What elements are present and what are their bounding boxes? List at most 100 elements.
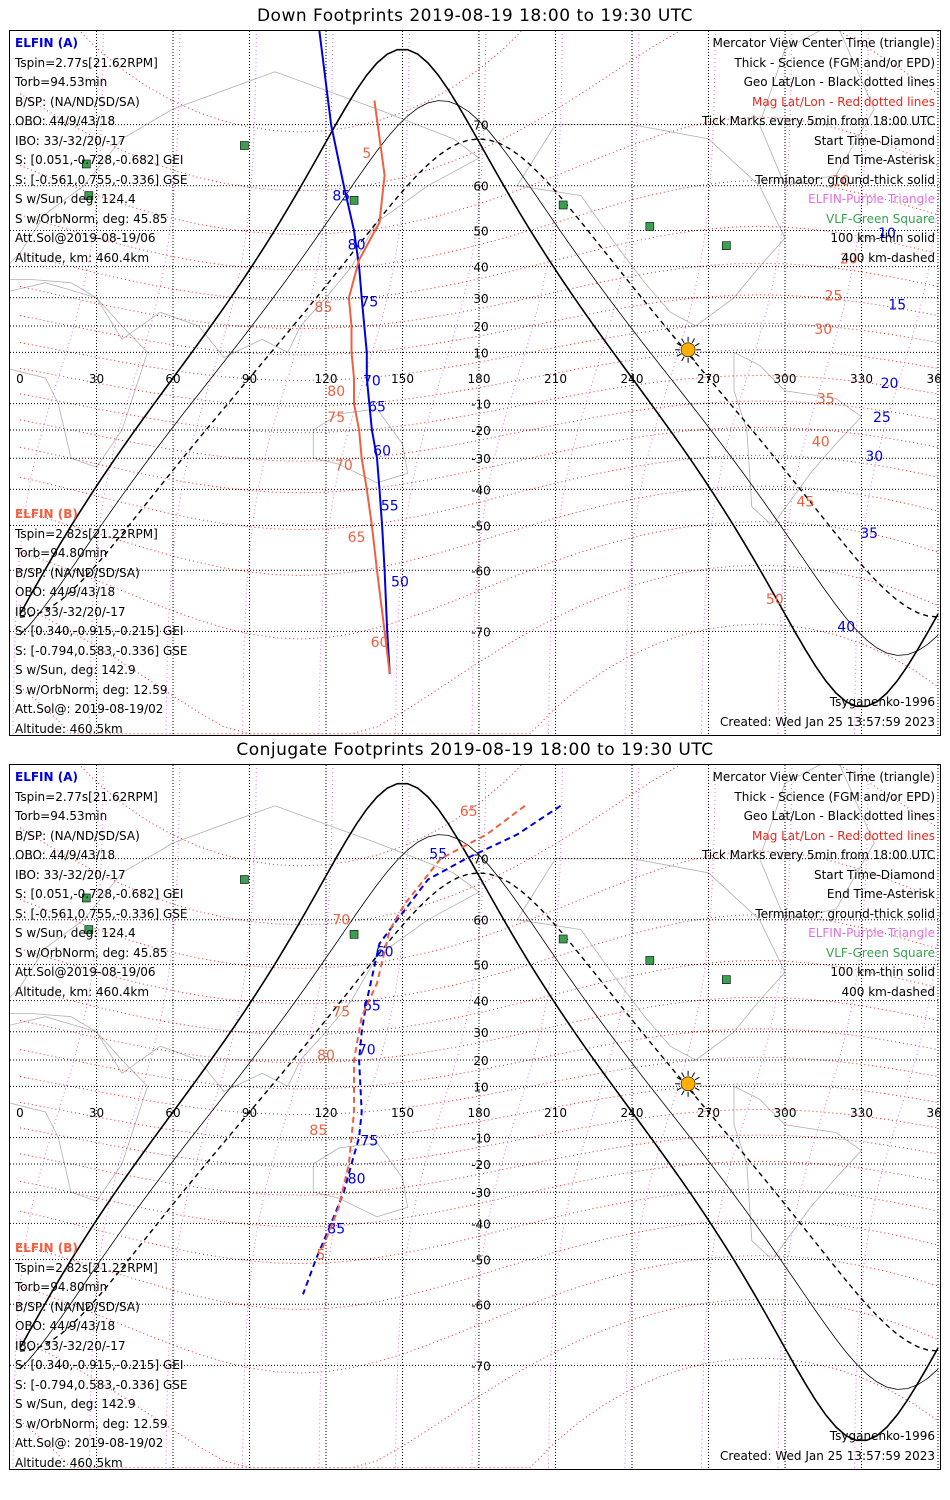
info-line: Altitude: 460.5km (15, 1455, 123, 1470)
lat-tick-label: -70 (471, 1359, 491, 1373)
mag-meridian-line (854, 905, 940, 1468)
legend-item: Tick Marks every 5min from 18:00 UTC (701, 848, 935, 862)
info-line: Tspin=2.82s[21.22RPM] (15, 526, 158, 541)
legend-item: VLF-Green Square (826, 945, 935, 960)
lat-tick-label: 20 (473, 1054, 488, 1068)
track-tick-label: 60 (373, 443, 391, 459)
sun-disc (680, 1076, 696, 1092)
mag-meridian-line (318, 765, 410, 1468)
track-tick-label: 50 (391, 574, 409, 590)
terminator-400km (19, 872, 939, 1352)
legend: Mercator View Center Time (triangle) Thi… (702, 34, 935, 268)
legend-item: Thick - Science (FGM and/or EPD) (734, 789, 935, 804)
terminator (19, 782, 939, 1442)
lon-tick-label: 0 (16, 372, 24, 386)
info-line: S: [-0.561,0.755,-0.336] GSE (15, 906, 188, 921)
vlf-station-square (240, 141, 249, 150)
info-line: Att.Sol@2019-08-19/06 (15, 965, 156, 979)
vlf-station-square (82, 159, 91, 169)
mag-lat-line (19, 349, 939, 407)
vlf-station-square (645, 222, 655, 231)
info-line: S w/Sun, deg: 124.4 (15, 192, 136, 206)
mag-meridian-line (548, 765, 640, 1468)
terminator-ground (19, 48, 939, 708)
sun-ray (694, 1076, 700, 1081)
lon-tick-label: 30 (89, 1106, 104, 1120)
mag-lat-line (19, 116, 939, 235)
legend: Mercator View Center Time (triangle) Thi… (702, 768, 935, 1002)
track-tick-label: 70 (335, 458, 353, 474)
coast-outline (10, 71, 480, 358)
terminator-100km (19, 100, 939, 656)
legend-item: VLF-Green Square (826, 211, 935, 226)
lat-tick-label: 10 (473, 1080, 488, 1094)
mag-meridian-line (12, 31, 104, 734)
mag-lat-grid (19, 765, 939, 1469)
vlf-station-square (82, 893, 91, 903)
elfin-b-heading: ELFIN (B) (15, 1241, 78, 1255)
track-tick-label: 80 (348, 1171, 366, 1187)
lat-tick-label: -70 (471, 625, 491, 639)
vlf-station-square (558, 934, 568, 944)
info-line: Tspin=2.77s[21.62RPM] (15, 55, 158, 70)
coast-outline (759, 31, 875, 187)
mag-meridian-line (318, 31, 410, 734)
lat-tick-label: 70 (473, 119, 488, 133)
info-line: S: [-0.561,0.755,-0.336] GSE (15, 172, 188, 187)
info-line: OBO: 44/9/43/18 (15, 114, 116, 128)
lon-tick-label: 180 (468, 372, 491, 386)
legend-item: 100 km-thin solid (830, 231, 935, 245)
vlf-station-square (349, 930, 359, 939)
info-line: Torb=94.53min (15, 75, 108, 89)
info-line: S w/OrbNorm, deg: 12.59 (15, 1416, 168, 1431)
info-line: Altitude: 460.5km (15, 721, 123, 736)
mag-lat-line (19, 1108, 939, 1168)
info-line: S: [-0.794,0.583,-0.336] GSE (15, 643, 188, 658)
info-line: S w/OrbNorm, deg: 45.85 (15, 211, 168, 226)
legend-item: Mercator View Center Time (triangle) (712, 770, 935, 784)
vlf-station-square (645, 956, 655, 965)
lat-tick-label: 30 (473, 1026, 488, 1040)
sun-ray (681, 1072, 685, 1078)
track-tick-label: 70 (332, 913, 350, 929)
geo-grid (10, 31, 940, 735)
sun-icon (675, 336, 702, 363)
info-line: Att.Sol@: 2019-08-19/02 (15, 702, 164, 716)
mag-meridian-line (777, 765, 869, 1468)
sun-ray (694, 342, 700, 347)
lon-tick-label: 300 (774, 1106, 797, 1120)
down-footprints-map: 0306090120150180210240270300330360706050… (9, 30, 941, 736)
lon-tick-label: 330 (850, 1106, 873, 1120)
map-canvas: 0306090120150180210240270300330360706050… (10, 31, 940, 735)
info-line: Att.Sol@: 2019-08-19/02 (15, 1436, 164, 1450)
coast-outline (10, 805, 480, 1092)
legend-item: Tick Marks every 5min from 18:00 UTC (701, 114, 935, 128)
legend-item: Terminator: ground-thick solid (755, 906, 935, 921)
mag-lat-line (19, 262, 939, 330)
legend-item: End Time-Asterisk (826, 153, 935, 167)
lon-tick-label: 150 (391, 1106, 414, 1120)
mag-lat-line (78, 765, 523, 867)
lat-tick-label: -10 (471, 398, 491, 412)
terminator-100km (19, 834, 939, 1390)
lat-tick-label: -50 (471, 520, 491, 534)
legend-item: End Time-Asterisk (826, 887, 935, 901)
vlf-station-square (349, 196, 359, 205)
coast-outline (733, 1086, 863, 1261)
lon-tick-label: 180 (468, 1106, 491, 1120)
info-line: B/SP: (NA/ND/SD/SA) (15, 565, 140, 580)
mag-lat-line (19, 400, 939, 462)
coast-outline (10, 282, 148, 468)
elfin-a-info: ELFIN (A) Tspin=2.77s[21.62RPM] Torb=94.… (15, 34, 188, 268)
mag-lat-line (19, 1056, 939, 1116)
vlf-station-square (722, 975, 731, 984)
sun-ray (681, 338, 685, 344)
legend-item: Thick - Science (FGM and/or EPD) (734, 55, 935, 70)
track-tick-label: 75 (332, 1005, 350, 1021)
info-line: IBO: 33/-32/20/-17 (15, 133, 126, 148)
mag-meridian-line (242, 31, 334, 734)
mag-lat-line (19, 426, 939, 494)
lat-tick-label: -50 (471, 1254, 491, 1268)
sun-ray (681, 356, 685, 362)
mag-meridian-line (242, 765, 334, 1468)
